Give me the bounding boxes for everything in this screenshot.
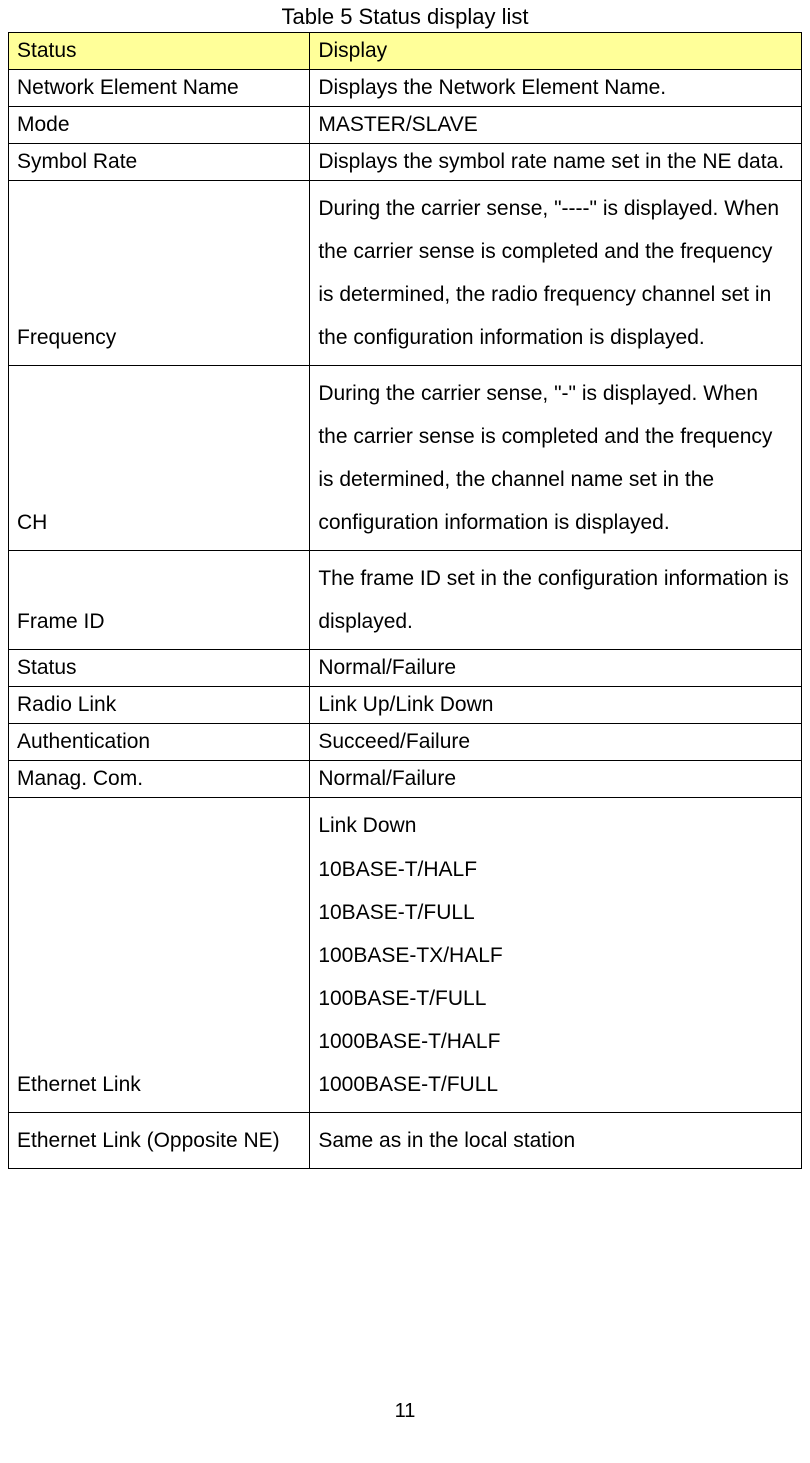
cell-display: The frame ID set in the configuration in… — [310, 551, 802, 650]
cell-display: Displays the Network Element Name. — [310, 70, 802, 107]
cell-status: Authentication — [9, 724, 310, 761]
cell-status: Manag. Com. — [9, 761, 310, 798]
table-body: Network Element Name Displays the Networ… — [9, 70, 802, 1169]
table-row: Frame ID The frame ID set in the configu… — [9, 551, 802, 650]
page-number: 11 — [0, 1400, 810, 1423]
page-content: Table 5 Status display list Status Displ… — [0, 0, 810, 1169]
cell-status: Frame ID — [9, 551, 310, 650]
cell-status: Ethernet Link — [9, 798, 310, 1112]
cell-display: During the carrier sense, "----" is disp… — [310, 181, 802, 366]
table-row: CH During the carrier sense, "-" is disp… — [9, 366, 802, 551]
table-row: Authentication Succeed/Failure — [9, 724, 802, 761]
table-row: Ethernet Link Link Down10BASE-T/HALF10BA… — [9, 798, 802, 1112]
table-row: Symbol Rate Displays the symbol rate nam… — [9, 144, 802, 181]
cell-display: Succeed/Failure — [310, 724, 802, 761]
cell-display: Same as in the local station — [310, 1112, 802, 1168]
table-row: Status Normal/Failure — [9, 650, 802, 687]
table-header-row: Status Display — [9, 33, 802, 70]
table-row: Ethernet Link (Opposite NE) Same as in t… — [9, 1112, 802, 1168]
cell-status: Status — [9, 650, 310, 687]
cell-status: Ethernet Link (Opposite NE) — [9, 1112, 310, 1168]
cell-status: Mode — [9, 107, 310, 144]
table-row: Frequency During the carrier sense, "---… — [9, 181, 802, 366]
cell-display: Link Up/Link Down — [310, 687, 802, 724]
cell-display: MASTER/SLAVE — [310, 107, 802, 144]
table-row: Radio Link Link Up/Link Down — [9, 687, 802, 724]
header-status: Status — [9, 33, 310, 70]
cell-display: Link Down10BASE-T/HALF10BASE-T/FULL100BA… — [310, 798, 802, 1112]
table-row: Mode MASTER/SLAVE — [9, 107, 802, 144]
table-title: Table 5 Status display list — [8, 4, 802, 30]
cell-display: During the carrier sense, "-" is display… — [310, 366, 802, 551]
cell-display: Displays the symbol rate name set in the… — [310, 144, 802, 181]
cell-status: Symbol Rate — [9, 144, 310, 181]
cell-display: Normal/Failure — [310, 761, 802, 798]
header-display: Display — [310, 33, 802, 70]
cell-status: Network Element Name — [9, 70, 310, 107]
cell-display: Normal/Failure — [310, 650, 802, 687]
table-row: Manag. Com. Normal/Failure — [9, 761, 802, 798]
cell-status: Radio Link — [9, 687, 310, 724]
status-display-table: Status Display Network Element Name Disp… — [8, 32, 802, 1169]
table-row: Network Element Name Displays the Networ… — [9, 70, 802, 107]
cell-status: CH — [9, 366, 310, 551]
cell-status: Frequency — [9, 181, 310, 366]
